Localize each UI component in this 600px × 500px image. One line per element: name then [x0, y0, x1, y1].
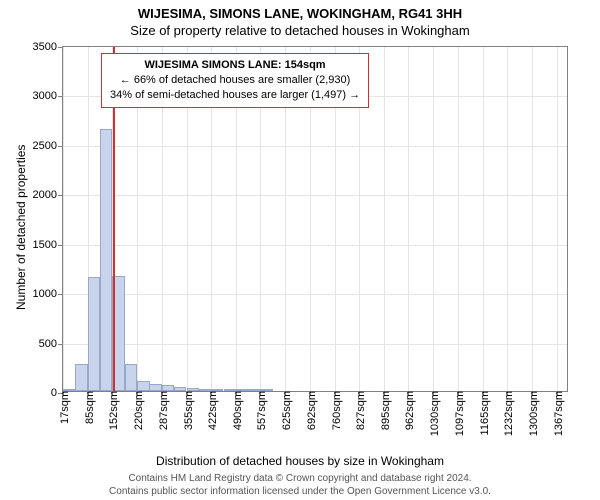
x-tick-label: 692sqm	[302, 391, 318, 430]
gridline-horizontal	[63, 344, 567, 345]
x-tick-label: 1030sqm	[425, 391, 441, 436]
gridline-vertical	[433, 47, 434, 391]
x-tick-label: 1300sqm	[524, 391, 540, 436]
gridline-vertical	[63, 47, 64, 391]
annotation-line3: 34% of semi-detached houses are larger (…	[110, 88, 360, 103]
histogram-bar	[149, 384, 161, 391]
x-tick-label: 760sqm	[327, 391, 343, 430]
histogram-bar	[187, 388, 199, 391]
x-tick-label: 85sqm	[80, 391, 96, 424]
gridline-horizontal	[63, 245, 567, 246]
gridline-horizontal	[63, 294, 567, 295]
x-tick-label: 962sqm	[400, 391, 416, 430]
page-title-line1: WIJESIMA, SIMONS LANE, WOKINGHAM, RG41 3…	[0, 0, 600, 21]
gridline-horizontal	[63, 146, 567, 147]
x-tick-label: 220sqm	[129, 391, 145, 430]
x-tick-label: 1232sqm	[499, 391, 515, 436]
histogram-bar	[162, 385, 174, 391]
histogram-bar	[260, 389, 272, 391]
histogram-bar	[174, 387, 186, 391]
histogram-bar	[137, 381, 149, 391]
histogram-bar	[125, 364, 137, 391]
y-tick-label: 1000	[33, 288, 63, 300]
gridline-vertical	[458, 47, 459, 391]
y-axis-label: Number of detached properties	[14, 145, 28, 310]
x-tick-label: 287sqm	[154, 391, 170, 430]
x-axis-label: Distribution of detached houses by size …	[0, 454, 600, 468]
footer-line1: Contains HM Land Registry data © Crown c…	[0, 472, 600, 485]
x-tick-label: 17sqm	[55, 391, 71, 424]
histogram-bar	[224, 389, 236, 391]
y-tick-label: 3000	[33, 90, 63, 102]
page-title-line2: Size of property relative to detached ho…	[0, 21, 600, 42]
histogram-bar	[211, 389, 223, 391]
histogram-bar	[88, 277, 100, 391]
gridline-vertical	[384, 47, 385, 391]
y-tick-label: 3500	[33, 41, 63, 53]
x-tick-label: 895sqm	[376, 391, 392, 430]
histogram-bar	[199, 389, 211, 391]
y-tick-label: 500	[39, 338, 63, 350]
gridline-vertical	[483, 47, 484, 391]
x-tick-label: 1097sqm	[450, 391, 466, 436]
x-tick-label: 422sqm	[203, 391, 219, 430]
x-tick-label: 557sqm	[252, 391, 268, 430]
footer-line2: Contains public sector information licen…	[0, 485, 600, 498]
x-tick-label: 490sqm	[228, 391, 244, 430]
annotation-box: WIJESIMA SIMONS LANE: 154sqm ← 66% of de…	[101, 53, 369, 108]
gridline-vertical	[557, 47, 558, 391]
annotation-line1: WIJESIMA SIMONS LANE: 154sqm	[110, 58, 360, 73]
x-tick-label: 1165sqm	[475, 391, 491, 435]
gridline-vertical	[408, 47, 409, 391]
annotation-line2: ← 66% of detached houses are smaller (2,…	[110, 73, 360, 88]
histogram-bar	[75, 364, 87, 391]
y-tick-label: 1500	[33, 239, 63, 251]
y-tick-label: 2000	[33, 189, 63, 201]
x-tick-label: 827sqm	[351, 391, 367, 430]
histogram-chart: 050010001500200025003000350017sqm85sqm15…	[62, 46, 568, 392]
plot-area: 050010001500200025003000350017sqm85sqm15…	[62, 46, 568, 392]
x-tick-label: 1367sqm	[549, 391, 565, 436]
histogram-bar	[63, 389, 75, 391]
gridline-vertical	[532, 47, 533, 391]
x-tick-label: 625sqm	[277, 391, 293, 430]
footer-attribution: Contains HM Land Registry data © Crown c…	[0, 472, 600, 498]
y-tick-label: 2500	[33, 140, 63, 152]
gridline-vertical	[507, 47, 508, 391]
gridline-horizontal	[63, 195, 567, 196]
x-tick-label: 152sqm	[104, 391, 120, 430]
histogram-bar	[248, 389, 260, 391]
histogram-bar	[100, 129, 112, 391]
histogram-bar	[236, 389, 248, 391]
x-tick-label: 355sqm	[179, 391, 195, 430]
